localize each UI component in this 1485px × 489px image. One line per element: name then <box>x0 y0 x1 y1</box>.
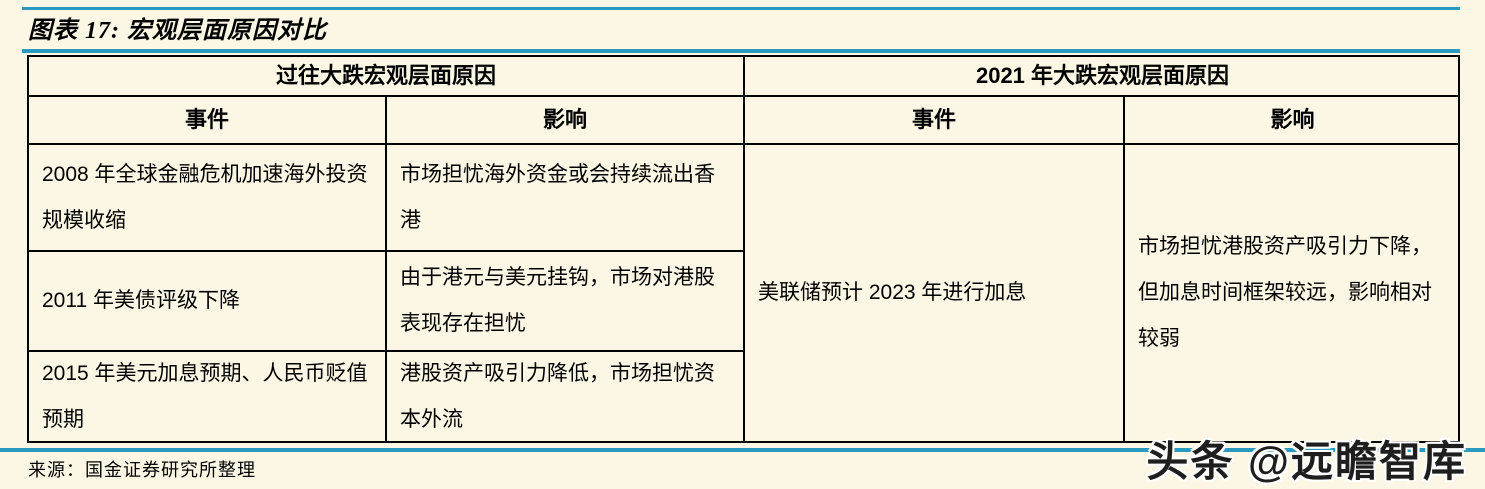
table-cell-impact-2011: 由于港元与美元挂钩，市场对港股表现存在担忧 <box>387 252 745 352</box>
column-header-event-past: 事件 <box>29 97 387 145</box>
table-top-rule <box>22 49 1460 53</box>
table-cell-event-2011: 2011 年美债评级下降 <box>29 252 387 352</box>
table-cell-event-2008: 2008 年全球金融危机加速海外投资规模收缩 <box>29 145 387 252</box>
table-cell-impact-2021: 市场担忧港股资产吸引力下降，但加息时间框架较远，影响相对较弱 <box>1138 235 1432 350</box>
column-header-impact-past: 影响 <box>387 97 745 145</box>
group-header-past: 过往大跌宏观层面原因 <box>29 57 745 97</box>
figure-title: 图表 17: 宏观层面原因对比 <box>28 18 327 44</box>
source-note: 来源：国金证券研究所整理 <box>28 460 256 480</box>
bottom-divider-rule <box>0 448 1485 452</box>
column-header-impact-2021: 影响 <box>1125 97 1460 145</box>
table-cell-impact-2015: 港股资产吸引力降低，市场担忧资本外流 <box>387 352 745 441</box>
table-cell-event-2021: 美联储预计 2023 年进行加息 <box>745 145 1125 441</box>
comparison-table: 过往大跌宏观层面原因 2021 年大跌宏观层面原因 事件 影响 事件 影响 20… <box>27 55 1460 443</box>
group-header-2021: 2021 年大跌宏观层面原因 <box>745 57 1460 97</box>
watermark: 头条 @远瞻智库 <box>1146 438 1467 485</box>
top-divider-rule <box>22 7 1460 10</box>
column-header-event-2021: 事件 <box>745 97 1125 145</box>
table-cell-impact-2008: 市场担忧海外资金或会持续流出香港 <box>387 145 745 252</box>
table-cell-event-2015: 2015 年美元加息预期、人民币贬值预期 <box>29 352 387 441</box>
